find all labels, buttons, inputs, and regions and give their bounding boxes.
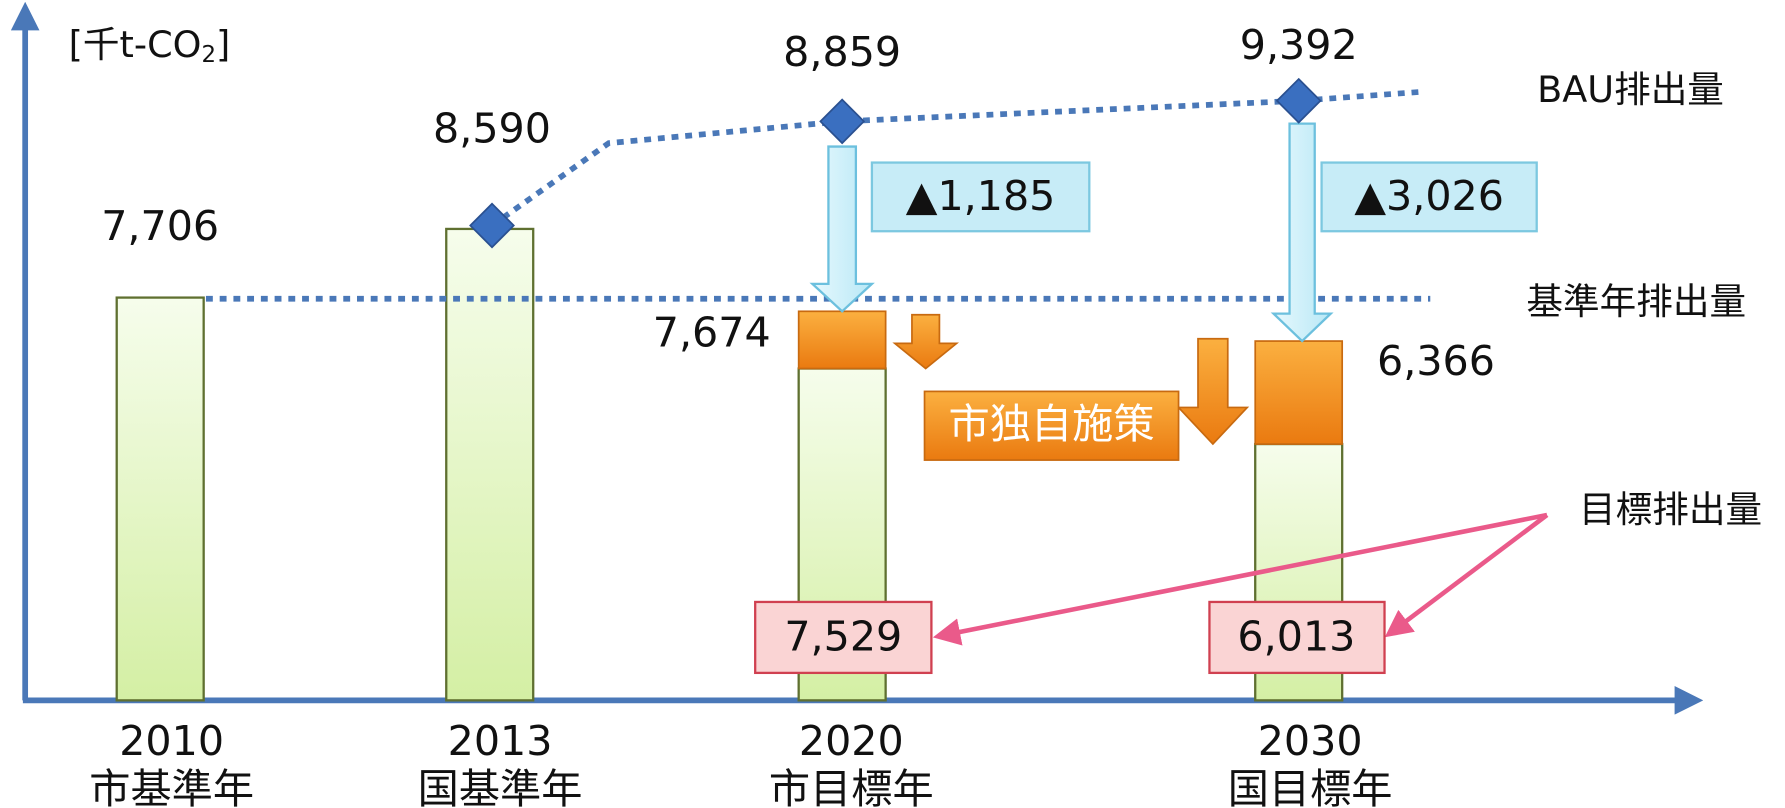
city-box [923,390,1180,461]
bar [445,227,535,702]
year: 2030 [1258,717,1363,765]
value: 9,392 [1240,21,1358,69]
city-segment [1254,340,1344,445]
year-label: 国基準年 [418,765,583,808]
reduction: ▲1,185 [906,172,1056,220]
year-label: 市基準年 [89,765,254,808]
target-box [754,600,933,675]
target-box [1208,600,1386,675]
value: 8,859 [783,28,901,76]
bau-label: BAU排出量 [1537,68,1724,111]
value: 7,706 [101,202,219,250]
reduction-box [870,161,1091,233]
diamond [819,98,866,145]
unit: [千t-CO2] [69,22,231,67]
city-arrow [892,313,959,370]
target-arrow [932,512,1548,646]
reduction-arrow [1270,122,1334,343]
diamond [469,202,515,249]
target-label: 目標排出量 [1579,488,1762,531]
target-arrow [1384,513,1549,638]
year: 2010 [119,717,224,765]
city-measures: 市独自施策 [949,400,1155,448]
diamond [1275,77,1322,124]
value: 8,590 [433,105,551,153]
year: 2020 [799,717,904,765]
reduction-arrow [809,145,875,313]
city-segment [797,310,887,370]
year-label: 市目標年 [769,765,934,808]
base-label: 基準年排出量 [1526,280,1746,323]
value: 6,366 [1377,337,1495,385]
value: 7,529 [784,613,902,661]
reduction: ▲3,026 [1354,172,1504,220]
value: 7,674 [653,308,771,356]
bar [115,296,205,702]
year: 2013 [448,717,553,765]
reduction-box [1320,161,1538,233]
year-label: 国目標年 [1228,765,1393,808]
value: 6,013 [1237,613,1355,661]
city-arrow [1176,337,1250,446]
